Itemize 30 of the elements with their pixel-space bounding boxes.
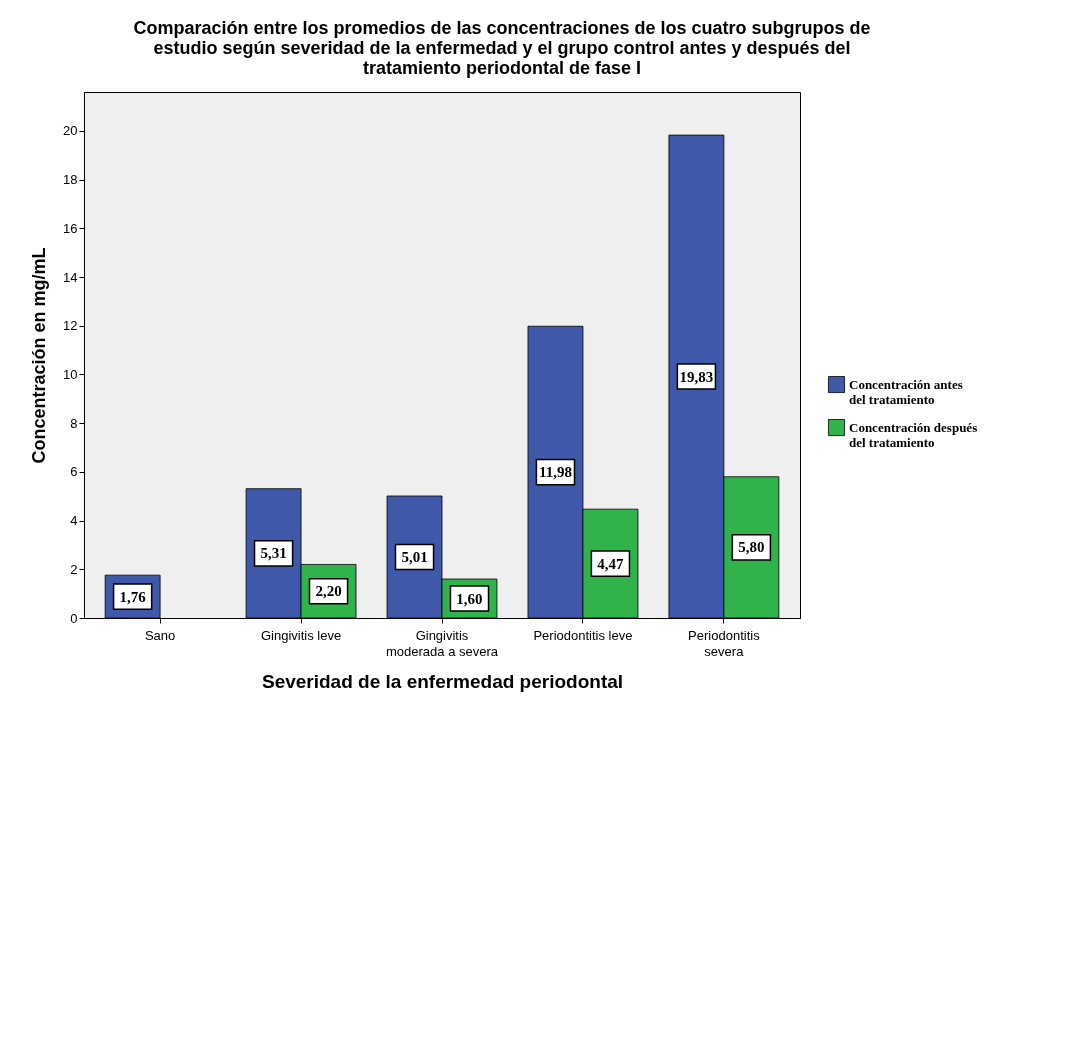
y-tick-label: 18	[63, 172, 78, 188]
chart-title: Comparación entre los promedios de las concentraciones de los cuatro subgrupos de estudio según severidad de la enfermedad y el grupo control antes y después del tratamiento periodontal de fase I	[133, 18, 871, 78]
legend-label: Concentración después del tratamiento	[849, 419, 978, 450]
x-axis-title: Severidad de la enfermedad periodontal	[261, 670, 624, 692]
data-label: 2,20	[315, 583, 342, 600]
y-axis-title: Concentración en mg/mL	[29, 247, 50, 464]
data-label: 19,83	[679, 368, 714, 385]
y-tick-label: 10	[63, 366, 78, 382]
y-tick-label: 0	[70, 610, 78, 626]
y-tick-label: 16	[63, 220, 78, 236]
x-tick-label: Periodontitis severa	[688, 627, 761, 659]
y-tick-label: 14	[63, 269, 78, 285]
y-tick-label: 8	[70, 415, 78, 431]
data-label: 5,31	[260, 545, 287, 562]
x-tick-label: Gingivitis leve	[260, 627, 342, 643]
data-label: 11,98	[538, 464, 572, 481]
x-tick-label: Periodontitis leve	[533, 627, 633, 643]
y-tick-label: 20	[63, 123, 78, 139]
data-label: 5,80	[738, 539, 765, 556]
data-label: 5,01	[401, 549, 428, 565]
x-tick-label: Sano	[144, 627, 176, 643]
legend-label: Concentración antes del tratamiento	[849, 376, 963, 407]
data-label: 1,76	[119, 588, 147, 605]
y-tick-label: 6	[70, 464, 78, 480]
data-label: 1,60	[456, 590, 483, 607]
y-tick-label: 2	[70, 561, 78, 577]
y-tick-label: 12	[63, 318, 78, 334]
data-label: 4,47	[597, 555, 625, 572]
y-tick-label: 4	[70, 513, 78, 529]
x-tick-label: Gingivitis moderada a severa	[385, 627, 499, 659]
